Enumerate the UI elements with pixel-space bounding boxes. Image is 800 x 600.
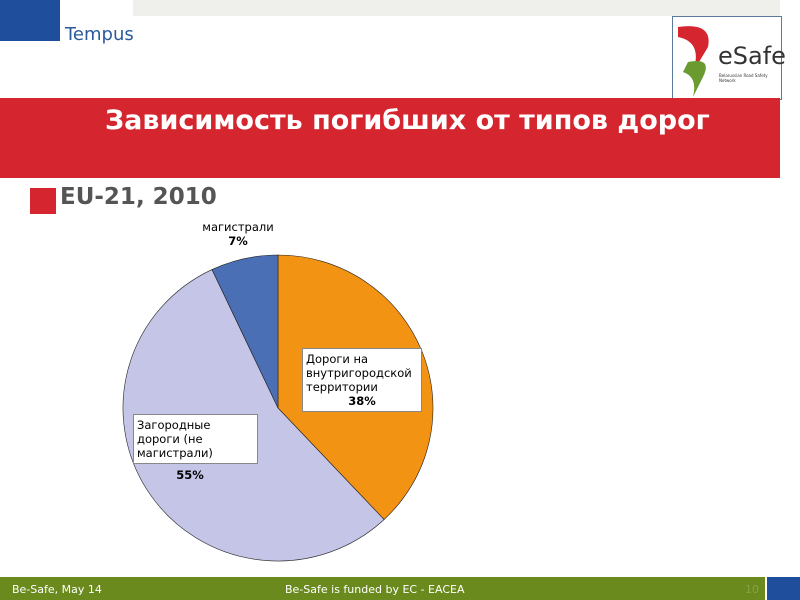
eu-flag-logo [0,0,60,41]
footer-funding: Be-Safe is funded by EC - EACEA [285,583,465,596]
slide-title: Зависимость погибших от типов дорог [105,105,710,136]
label-motorways: магистрали 7% [188,220,288,248]
besafe-logo-graphic [678,26,709,97]
besafe-logo-subtext: Belarussian Road Safety Network [719,73,768,83]
footer-date: Be-Safe, May 14 [12,583,102,596]
top-bar [133,0,780,16]
label-rural: Загородные дороги (не магистрали) [133,414,258,464]
footer: Be-Safe, May 14 Be-Safe is funded by EC … [0,577,765,600]
slice-motorways [211,254,279,409]
eu-flag-footer [767,577,800,600]
label-rural-name: Загородные дороги (не магистрали) [137,418,213,460]
bullet-square [30,188,56,214]
slide-subtitle: EU-21, 2010 [60,184,217,210]
title-banner [0,98,780,178]
page-number: 10 [745,583,759,596]
label-rural-value: 55% [176,468,204,482]
label-motorways-value: 7% [228,234,248,248]
tempus-logo-text: Tempus [65,24,134,45]
label-motorways-name: магистрали [202,220,274,234]
label-urban-name: Дороги на внутригородской территории [306,352,412,394]
besafe-logo-text: eSafe [718,42,786,70]
label-urban: Дороги на внутригородской территории 38% [302,348,422,412]
label-urban-value: 38% [348,394,376,408]
